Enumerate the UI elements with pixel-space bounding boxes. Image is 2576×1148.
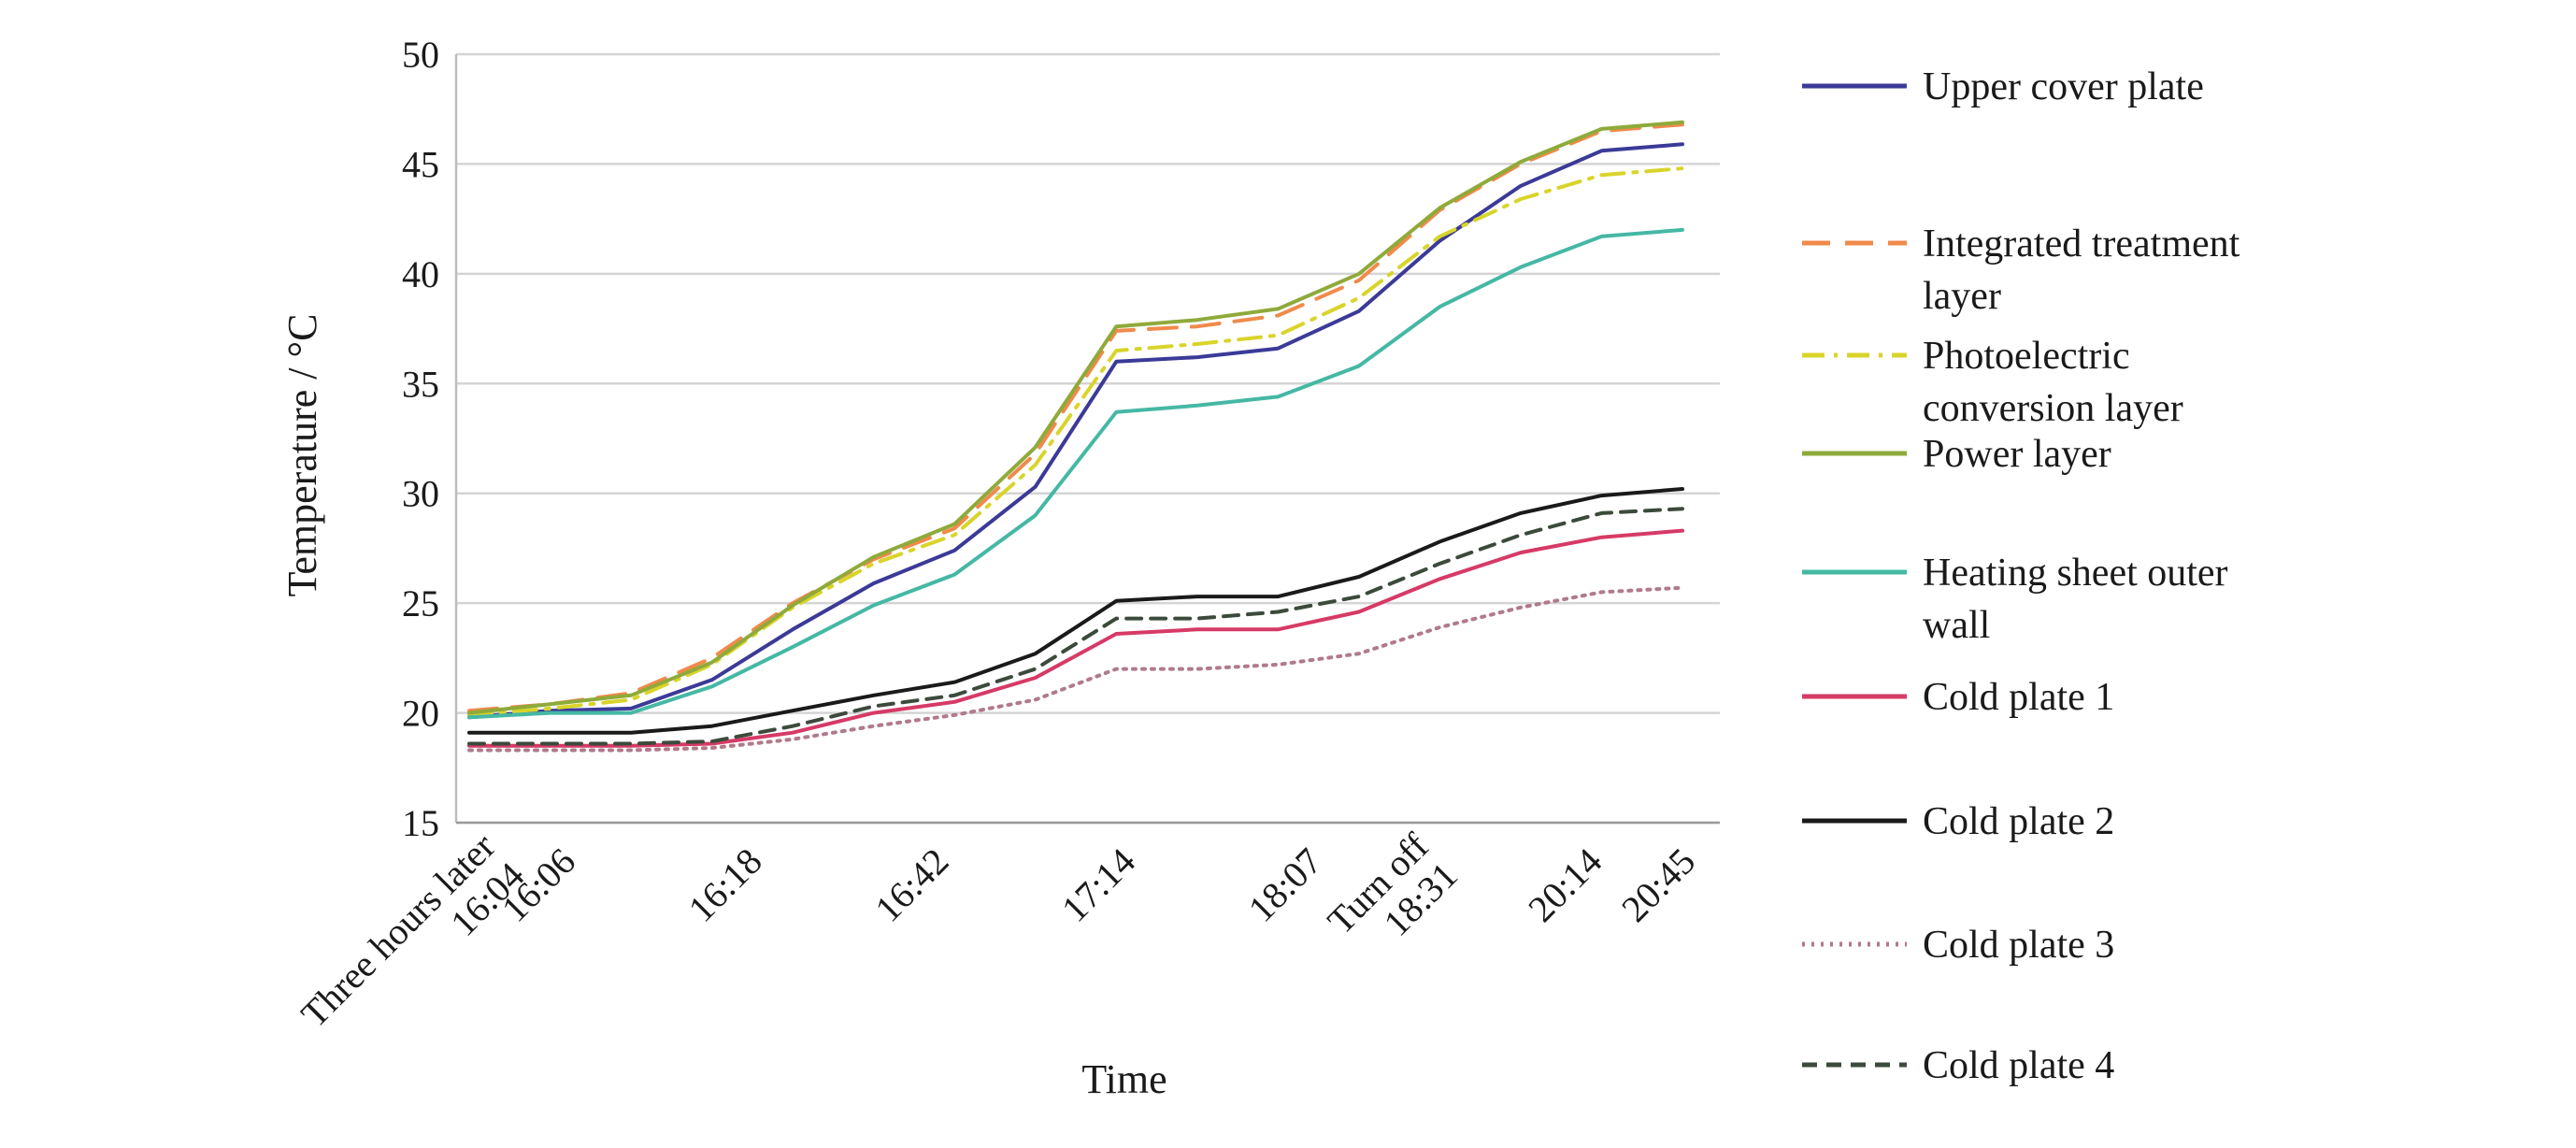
gridlines [456,52,1720,825]
series-line-7 [467,585,1684,753]
series-line-0 [467,142,1684,720]
legend-label: Photoelectric [1923,335,2130,378]
y-tick-label: 30 [402,473,439,515]
y-tick-label: 50 [402,34,439,76]
y-axis-title: Temperature / °C [279,314,325,597]
x-tick-label-line: 20:45 [1613,839,1703,929]
x-tick-label-line: 17:14 [1053,839,1143,929]
y-tick-label: 25 [402,582,439,624]
series-line-6 [467,487,1684,735]
x-tick-label-line: 16:18 [680,839,770,929]
x-tick-label: 18:07 [1240,839,1330,929]
legend-label: Integrated treatment [1923,222,2240,265]
x-tick-label: 16:18 [680,839,770,929]
x-tick-label: 20:45 [1613,839,1703,929]
x-tick-label-line: 18:07 [1240,839,1330,929]
legend-label: layer [1923,275,2001,318]
series-lines [467,120,1684,753]
legend-label: Power layer [1923,433,2111,476]
x-tick-label: 16:42 [866,839,956,929]
x-tick-label-line: 20:14 [1520,839,1610,929]
series-line-2 [467,166,1684,717]
y-tick-label: 15 [402,802,439,844]
series-line-4 [467,227,1684,720]
x-axis-title: Time [1081,1056,1166,1102]
x-tick-label: 17:14 [1053,839,1143,929]
axes [454,54,1720,825]
x-tick-label: 20:14 [1520,839,1610,929]
y-tick-label: 45 [402,143,439,185]
y-tick-labels: 15 20 25 30 35 40 45 50 [402,34,439,844]
legend-label: Heating sheet outer [1923,552,2228,595]
legend-label: Cold plate 3 [1923,924,2114,967]
series-line-3 [467,120,1684,715]
legend-label: Cold plate 2 [1923,800,2114,843]
y-tick-label: 40 [402,253,439,295]
legend-label: Cold plate 4 [1923,1044,2114,1087]
x-tick-label-line: 16:42 [866,839,956,929]
legend: Upper cover plate Integrated treatment lay… [1802,65,2240,1087]
series-line-1 [467,122,1684,713]
legend-label: Cold plate 1 [1923,676,2114,719]
legend-label: Upper cover plate [1923,65,2204,108]
y-tick-label: 20 [402,693,439,735]
series-line-5 [467,528,1684,748]
y-tick-label: 35 [402,363,439,405]
series-line-8 [467,507,1684,746]
legend-label: conversion layer [1923,387,2183,430]
legend-label: wall [1923,604,1990,647]
